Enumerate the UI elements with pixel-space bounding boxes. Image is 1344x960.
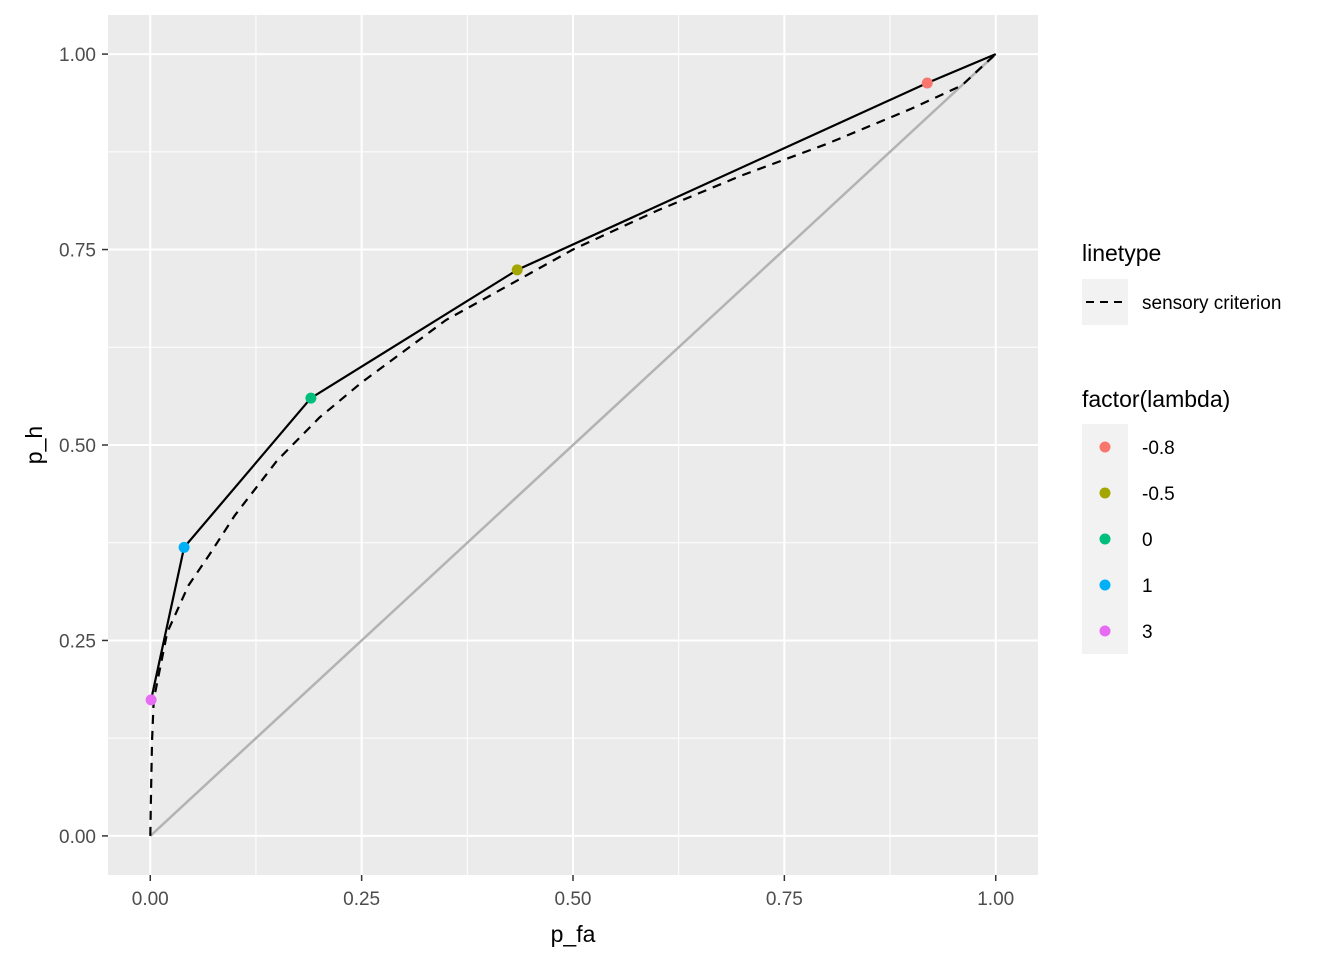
x-tick-label: 1.00	[977, 889, 1014, 910]
data-point-lambda--0.5	[511, 264, 523, 276]
linetype-legend: linetype sensory criterion	[1082, 240, 1281, 325]
x-tick-label: 0.25	[343, 889, 380, 910]
y-tick-label: 0.75	[59, 241, 96, 262]
x-tick-label: 0.75	[766, 889, 803, 910]
x-axis-title: p_fa	[551, 921, 596, 947]
y-tick-label: 0.50	[59, 436, 96, 457]
legend-label-sensory-criterion: sensory criterion	[1142, 293, 1281, 314]
x-axis: 0.00 0.25 0.50 0.75 1.00	[132, 875, 1014, 910]
legend-label-lambda: -0.8	[1142, 438, 1175, 459]
legend-label-lambda: 0	[1142, 530, 1153, 551]
y-axis-title: p_h	[21, 426, 47, 464]
data-point-lambda-3	[145, 694, 157, 706]
linetype-legend-title: linetype	[1082, 240, 1161, 266]
legend-key-point	[1099, 533, 1111, 545]
data-point-lambda-0	[305, 392, 317, 404]
y-tick-label: 0.25	[59, 631, 96, 652]
legend-label-lambda: -0.5	[1142, 484, 1175, 505]
color-legend: factor(lambda) -0.8 -0.5 0 1 3	[1082, 386, 1230, 654]
legend-key-point	[1099, 579, 1111, 591]
legend-key-point	[1099, 487, 1111, 499]
y-axis: 0.00 0.25 0.50 0.75 1.00	[59, 45, 108, 848]
data-point-lambda-1	[178, 541, 190, 553]
legend-label-lambda: 1	[1142, 576, 1153, 597]
color-legend-entries: -0.8 -0.5 0 1 3	[1082, 424, 1175, 654]
data-point-lambda--0.8	[921, 77, 933, 89]
reference-diagonal-line	[149, 53, 997, 837]
legend-key-point	[1099, 625, 1111, 637]
y-tick-label: 1.00	[59, 45, 96, 66]
legend-label-lambda: 3	[1142, 622, 1153, 643]
sensory-criterion-dashed-line	[149, 53, 997, 836]
y-tick-label: 0.00	[59, 827, 96, 848]
x-tick-label: 0.00	[132, 889, 169, 910]
legend-key-point	[1099, 441, 1111, 453]
x-tick-label: 0.50	[555, 889, 592, 910]
color-legend-title: factor(lambda)	[1082, 386, 1230, 412]
roc-solid-line	[150, 53, 997, 701]
series-layer	[145, 53, 997, 837]
